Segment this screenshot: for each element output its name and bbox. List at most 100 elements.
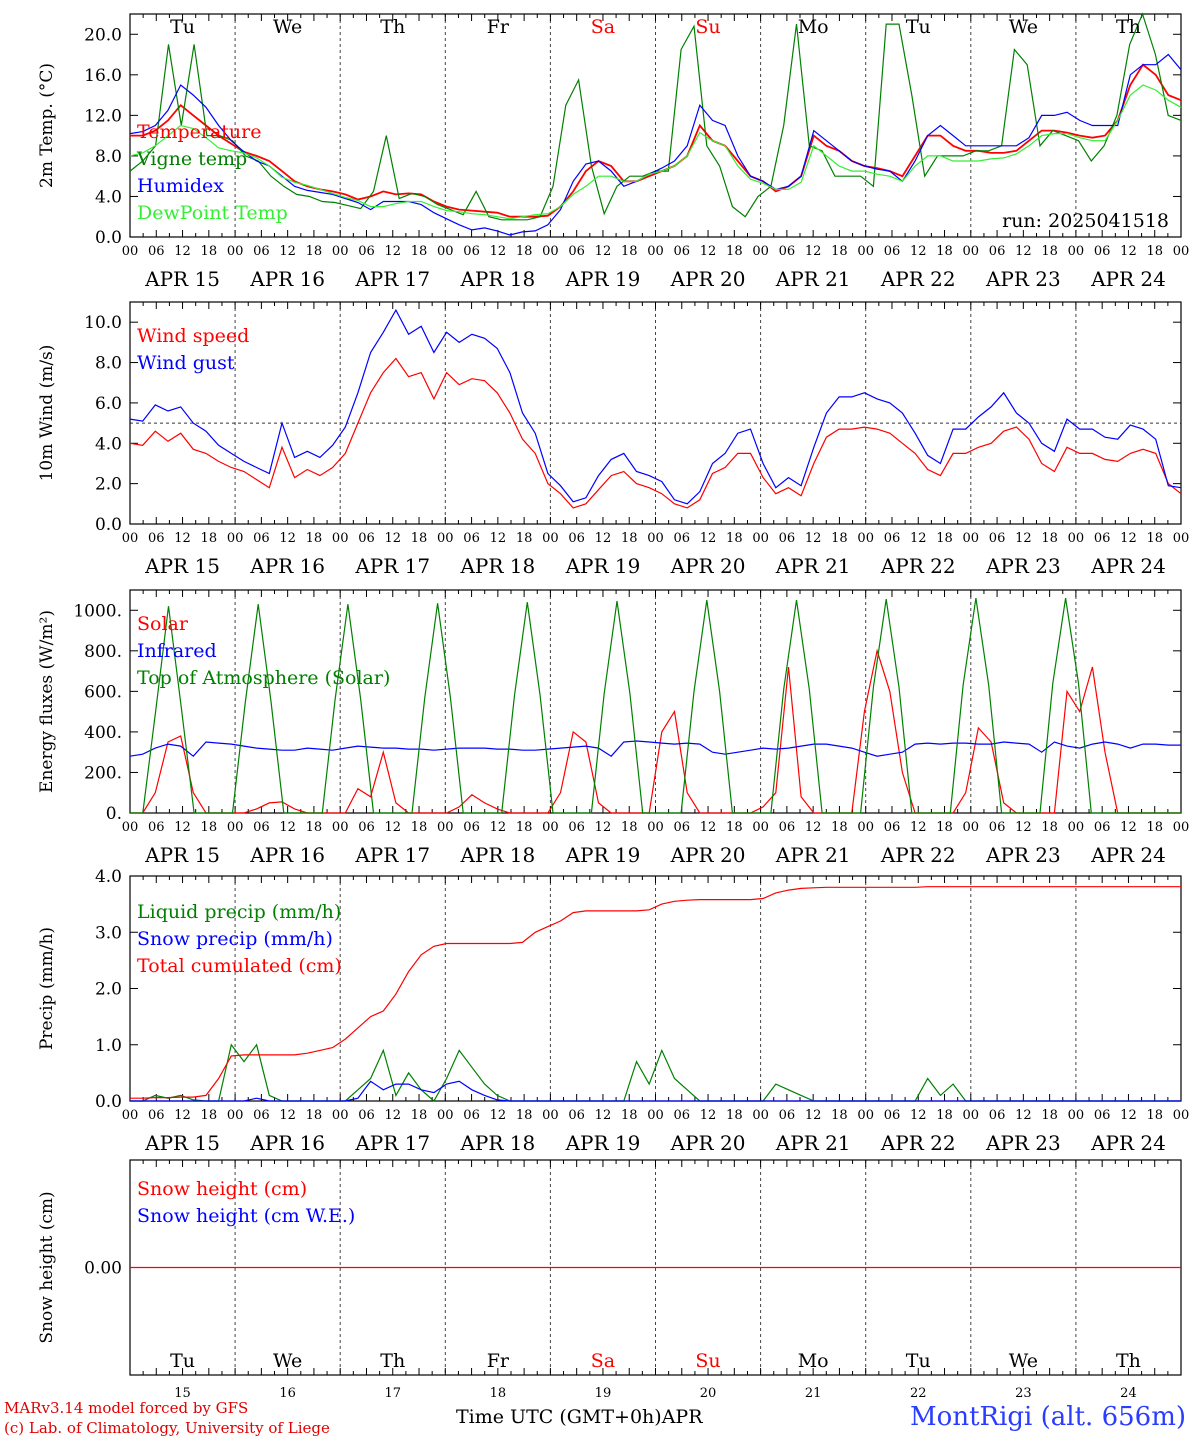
hour-tick-label: 18 [831,244,848,259]
hour-tick-label: 12 [910,531,927,546]
hour-tick-label: 06 [463,1108,480,1123]
hour-tick-label: 06 [148,1108,165,1123]
day-number-label: 17 [384,1386,401,1401]
hour-tick-label: 00 [752,531,769,546]
hour-tick-label: 00 [437,531,454,546]
hour-tick-label: 06 [463,820,480,835]
hour-tick-label: 12 [174,820,191,835]
day-number-label: 24 [1120,1386,1137,1401]
hour-tick-label: 06 [989,820,1006,835]
hour-tick-label: 06 [884,820,901,835]
date-label: APR 18 [459,843,535,867]
date-label: APR 19 [565,843,641,867]
weekday-label: Tu [170,16,195,38]
date-label: APR 15 [144,554,220,578]
weekday-label: We [273,16,302,38]
y-tick-label: 10.0 [84,313,122,333]
hour-tick-label: 18 [516,244,533,259]
hour-tick-label: 18 [516,820,533,835]
y-tick-label: 20.0 [84,25,122,45]
hour-tick-label: 06 [253,244,270,259]
hour-tick-label: 06 [253,820,270,835]
date-label: APR 18 [459,1131,535,1155]
hour-tick-label: 18 [1041,531,1058,546]
panel-frame [129,589,1182,814]
y-tick-label: 4.0 [95,434,122,454]
date-label: APR 16 [249,843,325,867]
y-tick-label: 2.0 [95,980,122,1000]
date-label: APR 24 [1090,554,1166,578]
model-credit: MARv3.14 model forced by GFS [4,1399,249,1417]
hour-tick-label: 00 [122,1108,139,1123]
series-line-snow-precip-mm-h- [130,1080,1181,1102]
weekday-label: Tu [170,1350,195,1372]
legend-label: Vigne temp [136,148,247,170]
y-axis-label: Snow height (cm) [37,1191,57,1343]
hour-tick-label: 12 [595,531,612,546]
date-label: APR 24 [1090,1131,1166,1155]
hour-tick-label: 12 [595,244,612,259]
hour-tick-label: 00 [647,244,664,259]
hour-tick-label: 12 [384,531,401,546]
panel-4: 0.0 1.0 2.0 3.0 4.0 Precip (mm/h) Liquid preci… [37,867,1189,1155]
hour-tick-label: 12 [910,244,927,259]
hour-tick-label: 00 [332,244,349,259]
hour-tick-label: 00 [1068,531,1085,546]
series-line-top-of-atmosphere-solar- [130,598,1181,814]
hour-tick-label: 00 [963,244,980,259]
hour-tick-label: 12 [1120,244,1137,259]
hour-tick-label: 00 [122,244,139,259]
x-axis-month: APR [661,1406,703,1428]
hour-tick-label: 18 [1146,820,1163,835]
hour-tick-label: 00 [857,244,874,259]
hour-tick-label: 06 [989,531,1006,546]
hour-tick-label: 06 [1094,244,1111,259]
date-label: APR 17 [354,267,430,291]
hour-tick-label: 00 [1068,1108,1085,1123]
hour-tick-label: 06 [463,531,480,546]
day-number-label: 22 [910,1386,927,1401]
weekday-label: Fr [487,16,510,38]
hour-tick-label: 00 [437,244,454,259]
y-tick-label: 12.0 [84,106,122,126]
date-label: APR 21 [775,843,851,867]
hour-tick-label: 12 [384,820,401,835]
hour-tick-label: 06 [253,531,270,546]
hour-tick-label: 06 [884,244,901,259]
hour-tick-label: 12 [1015,820,1032,835]
weekday-label: Th [380,16,405,38]
hour-tick-label: 00 [542,820,559,835]
weekday-label: Th [1116,1350,1141,1372]
hour-tick-label: 18 [831,1108,848,1123]
date-label: APR 16 [249,1131,325,1155]
date-label: APR 20 [670,554,746,578]
date-label: APR 21 [775,1131,851,1155]
day-number-label: 23 [1015,1386,1032,1401]
legend-label: Wind speed [137,325,249,347]
hour-tick-label: 00 [963,531,980,546]
hour-tick-label: 06 [674,1108,691,1123]
hour-tick-label: 00 [227,531,244,546]
hour-tick-label: 00 [542,1108,559,1123]
hour-tick-label: 18 [831,531,848,546]
hour-tick-label: 12 [279,244,296,259]
y-tick-label: 800. [84,642,122,662]
hour-tick-label: 18 [726,1108,743,1123]
date-label: APR 20 [670,1131,746,1155]
hour-tick-label: 18 [201,820,218,835]
hour-tick-label: 18 [621,820,638,835]
date-label: APR 20 [670,843,746,867]
day-number-label: 20 [700,1386,717,1401]
hour-tick-label: 18 [1146,244,1163,259]
hour-tick-label: 12 [174,244,191,259]
weekday-label: Sa [591,16,615,38]
weekday-label: Th [1116,16,1141,38]
hour-tick-label: 18 [726,244,743,259]
x-axis-title: Time UTC (GMT+0h)APR [456,1406,703,1428]
run-label: run: 2025041518 [1002,210,1169,232]
y-tick-label: 3.0 [95,923,122,943]
hour-tick-label: 06 [568,1108,585,1123]
hour-tick-label: 18 [621,531,638,546]
weekday-label: Fr [487,1350,510,1372]
weekday-label: Mo [798,16,829,38]
